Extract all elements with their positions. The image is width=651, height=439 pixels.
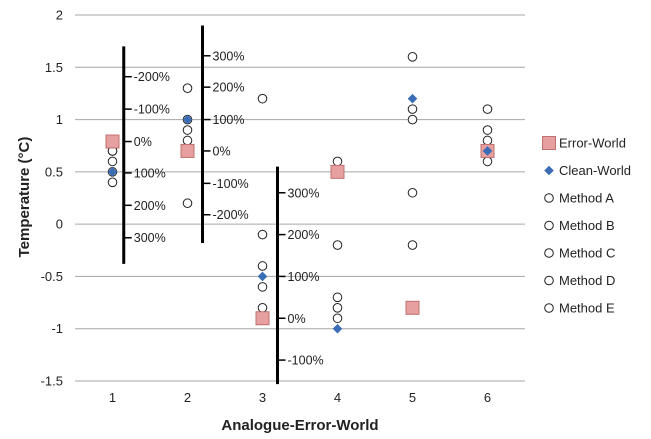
point-method-b	[407, 104, 418, 114]
scale-label: 200%	[134, 199, 166, 213]
point-method-e	[257, 303, 268, 313]
x-tick-label: 6	[484, 390, 491, 405]
scale-label: 300%	[288, 186, 320, 200]
point-method-b	[257, 229, 268, 240]
legend-label-method-e: Method E	[559, 301, 615, 316]
point-method-d	[182, 135, 193, 146]
legend-label-method-c: Method C	[559, 246, 615, 261]
point-method-e	[482, 156, 493, 167]
data-points	[105, 52, 495, 334]
scale-label: -100%	[288, 354, 324, 368]
point-method-e	[182, 198, 193, 209]
point-method-a	[482, 104, 493, 114]
y-tick-label: -1	[51, 321, 63, 336]
scale-label: 300%	[134, 231, 166, 245]
point-method-b	[107, 156, 118, 167]
point-method-c	[182, 125, 193, 135]
scale-label: 100%	[213, 113, 245, 127]
grid-lines	[75, 14, 525, 382]
scale-label: -100%	[134, 103, 170, 117]
point-clean-world	[332, 323, 343, 334]
y-tick-labels: -1.5 -1 -0.5 0 0.5 1 1.5 2	[41, 8, 63, 389]
point-method-d	[407, 187, 418, 198]
point-method-d	[332, 303, 343, 313]
x-tick-label: 5	[409, 390, 416, 405]
point-error-world	[255, 311, 270, 326]
scale-label: -100%	[213, 177, 249, 191]
x-tick-label: 4	[334, 390, 341, 405]
point-error-world	[105, 134, 120, 149]
y-tick-label: 1.5	[45, 60, 63, 75]
legend-label-method-d: Method D	[559, 273, 615, 288]
scale-label: 100%	[134, 166, 166, 180]
point-error-world	[405, 300, 420, 315]
y-tick-label: 0.5	[45, 164, 63, 179]
y-tick-label: -1.5	[41, 374, 63, 389]
legend-marker-error-world	[542, 136, 556, 150]
scale-label: 200%	[213, 81, 245, 95]
legend-marker-method-a	[544, 193, 554, 203]
point-method-c	[257, 261, 268, 271]
legend: Error-World Clean-World Method A Method B Me…	[542, 136, 631, 316]
legend-marker-method-b	[544, 220, 554, 231]
point-method-e	[332, 313, 343, 324]
point-method-e	[407, 240, 418, 250]
point-method-b	[482, 125, 493, 135]
legend-marker-clean-world	[544, 165, 554, 176]
point-method-a	[332, 156, 343, 167]
point-method-b	[332, 240, 343, 250]
percent-scales: -200% -100% 0% 100% 200% 300% 300% 200% 100% 0% -1…	[122, 25, 324, 385]
x-axis: 1 2 3 4 5 6	[109, 390, 491, 405]
scale-label: 200%	[288, 228, 320, 242]
y-tick-label: 2	[56, 8, 63, 23]
point-error-world	[330, 164, 345, 179]
point-clean-world	[482, 146, 493, 156]
y-tick-label: 1	[56, 112, 63, 127]
legend-label-clean-world: Clean-World	[559, 163, 631, 178]
x-tick-label: 3	[259, 390, 266, 405]
x-tick-label: 2	[184, 390, 191, 405]
legend-marker-method-c	[544, 248, 554, 258]
x-tick-label: 1	[109, 390, 116, 405]
y-axis-title: Temperature (°C)	[16, 137, 33, 258]
y-tick-label: -0.5	[41, 269, 63, 284]
point-method-c	[107, 177, 118, 188]
legend-marker-method-d	[544, 275, 554, 286]
scale-label: 0%	[134, 135, 152, 149]
point-method-d	[257, 282, 268, 292]
point-clean-world	[407, 93, 418, 104]
point-method-c	[332, 292, 343, 303]
scale-label: -200%	[213, 208, 249, 222]
scale-label: 0%	[288, 312, 306, 326]
legend-label-error-world: Error-World	[559, 136, 626, 151]
point-method-c	[407, 114, 418, 125]
point-clean-world	[182, 114, 193, 125]
point-error-world	[180, 143, 195, 158]
scale-label: 100%	[288, 270, 320, 284]
legend-label-method-a: Method A	[559, 191, 614, 206]
scale-label: -200%	[134, 70, 170, 84]
point-clean-world	[257, 271, 268, 282]
point-method-c	[482, 135, 493, 146]
y-tick-label: 0	[56, 217, 63, 232]
point-method-a	[182, 83, 193, 93]
scale-label: 300%	[213, 49, 245, 63]
legend-marker-method-e	[544, 303, 554, 313]
legend-label-method-b: Method B	[559, 218, 615, 233]
x-axis-title: Analogue-Error-World	[221, 417, 378, 434]
scale-label: 0%	[213, 144, 231, 158]
point-method-a	[407, 52, 418, 62]
point-method-a	[257, 93, 268, 104]
point-clean-world	[107, 167, 118, 177]
